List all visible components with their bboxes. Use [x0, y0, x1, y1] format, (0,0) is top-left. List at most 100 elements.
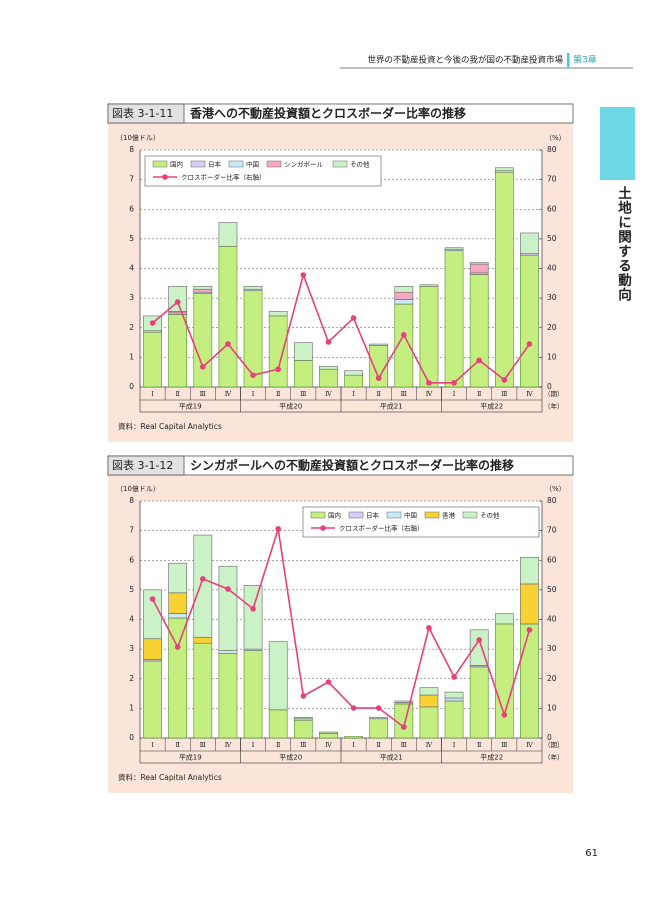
bar-segment — [319, 731, 338, 734]
legend-box — [302, 506, 540, 538]
y-tick-label: 1 — [129, 352, 134, 361]
bar-segment — [293, 716, 313, 720]
x-tick-label: Ⅰ — [352, 390, 355, 398]
bar-segment — [444, 700, 464, 739]
year-label: 平成19 — [179, 402, 202, 411]
ratio-point — [325, 339, 332, 345]
legend-marker — [162, 174, 168, 180]
ratio-point — [275, 366, 281, 373]
ratio-point — [451, 674, 457, 680]
bar-segment — [419, 694, 439, 708]
x-tick-label: Ⅲ — [401, 390, 407, 398]
y-tick-label: 7 — [129, 175, 134, 184]
y2-tick-label: 10 — [547, 352, 557, 361]
bar-segment — [193, 642, 213, 739]
legend-swatch — [266, 160, 282, 168]
x-tick-label: Ⅳ — [325, 741, 332, 749]
x-tick-label: Ⅱ — [477, 390, 482, 398]
x-tick-label: Ⅳ — [325, 390, 332, 398]
bar-segment — [268, 641, 288, 711]
x-tick-label: Ⅰ — [453, 741, 456, 749]
year-label: 平成22 — [480, 402, 503, 411]
y-tick-label: 5 — [129, 585, 134, 594]
bar-segment — [218, 650, 238, 654]
y2-axis-label: （%） — [545, 134, 566, 142]
legend-label: 国内 — [328, 511, 341, 520]
bar-segment — [520, 232, 539, 254]
x-tick-label: Ⅰ — [352, 741, 355, 749]
y2-tick-label: 60 — [547, 555, 557, 564]
y-tick-label: 0 — [129, 382, 134, 391]
bar-segment — [193, 288, 213, 293]
ratio-point — [174, 644, 181, 650]
bar-segment — [243, 285, 263, 290]
legend-swatch — [152, 160, 168, 168]
source-note: 資料：Real Capital Analytics — [118, 772, 222, 782]
legend-swatch — [332, 160, 348, 168]
ratio-point — [526, 341, 533, 347]
bar-segment — [494, 623, 514, 739]
bar-segment — [494, 613, 514, 625]
ratio-point — [350, 315, 357, 321]
bar-segment — [469, 262, 489, 265]
ratio-point — [350, 705, 357, 711]
y2-tick-label: 70 — [547, 175, 557, 184]
page-number: 61 — [585, 848, 598, 859]
legend-label: クロスボーダー比率（右軸） — [339, 524, 424, 533]
x-tick-label: Ⅳ — [526, 741, 533, 749]
bar-segment — [193, 285, 213, 290]
legend-label: 日本 — [208, 160, 222, 169]
bar-segment — [520, 583, 539, 625]
ratio-point — [174, 299, 181, 305]
bar-segment — [469, 274, 489, 388]
x-tick-label: Ⅱ — [276, 741, 281, 749]
legend-label: クロスボーダー比率（右軸） — [181, 173, 266, 182]
y2-tick-label: 50 — [547, 234, 557, 243]
figure-number: 図表 3-1-12 — [112, 458, 173, 472]
x-tick-label: Ⅲ — [300, 741, 306, 749]
x-tick-label: Ⅳ — [426, 390, 433, 398]
legend-label: その他 — [350, 160, 370, 169]
side-tab: 土地に関する動向 — [615, 186, 631, 302]
y2-tick-label: 50 — [547, 585, 557, 594]
y2-tick-label: 20 — [547, 674, 557, 683]
ratio-point — [300, 272, 307, 278]
year-label: 平成22 — [480, 753, 503, 762]
ratio-point — [225, 586, 231, 592]
ratio-point — [501, 377, 508, 383]
y-axis-label: （10億ドル） — [116, 484, 160, 493]
legend-swatch — [462, 511, 478, 519]
y2-tick-label: 20 — [547, 323, 557, 332]
x-tick-label: Ⅳ — [426, 741, 433, 749]
x-tick-label: Ⅲ — [501, 741, 507, 749]
ratio-point — [225, 341, 231, 347]
y2-tick-label: 30 — [547, 293, 557, 302]
ratio-point — [426, 380, 432, 386]
x-tick-label: Ⅳ — [225, 390, 232, 398]
bar-segment — [394, 700, 414, 703]
bar-segment — [369, 716, 389, 720]
bar-segment — [394, 285, 414, 293]
ratio-point — [401, 332, 407, 338]
figure-number-box — [107, 103, 185, 124]
bar-segment — [218, 565, 238, 651]
x-group-label: （年） — [544, 402, 564, 411]
ratio-point — [426, 624, 432, 631]
ratio-point — [300, 693, 307, 699]
bar-segment — [243, 585, 263, 650]
bar-segment — [143, 660, 162, 739]
bar-segment — [218, 653, 238, 739]
bar-segment — [218, 245, 238, 388]
y-tick-label: 0 — [129, 733, 134, 742]
legend-swatch — [424, 511, 440, 519]
legend-swatch — [190, 160, 206, 168]
bar-segment — [293, 719, 313, 739]
x-tick-label: Ⅳ — [526, 390, 533, 398]
ratio-point — [476, 637, 482, 643]
x-tick-label: Ⅲ — [300, 390, 306, 398]
bar-segment — [419, 687, 439, 696]
bar-segment — [520, 556, 539, 585]
x-tick-label: Ⅰ — [252, 741, 255, 749]
bar-segment — [520, 254, 539, 388]
